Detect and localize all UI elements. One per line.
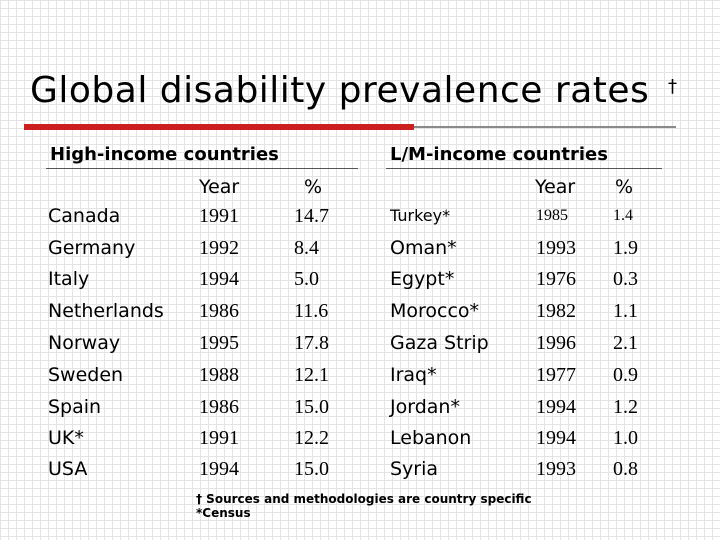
lm-income-country-cell: Jordan* [390,396,460,418]
high-income-year-cell: 1988 [199,364,239,386]
lm-income-country-cell: Morocco* [390,300,480,322]
high-income-pct-cell: 12.2 [294,427,329,449]
high-income-pct-cell: 17.8 [294,332,329,354]
lm-income-year-cell: 1977 [536,364,576,386]
lm-income-country-cell: Iraq* [390,364,437,386]
lm-income-pct-cell: 1.1 [613,300,638,322]
lm-income-percent-column-header: % [615,176,634,198]
lm-income-year-cell: 1993 [536,237,576,259]
lm-income-pct-cell: 1.4 [613,207,633,224]
lm-income-year-cell: 1985 [536,207,568,224]
lm-income-year-cell: 1993 [536,458,576,480]
high-income-pct-cell: 8.4 [294,237,319,259]
high-income-country-cell: Spain [48,396,102,418]
footnote-census: *Census [196,506,251,520]
lm-income-country-cell: Syria [390,458,439,480]
lm-income-year-cell: 1994 [536,427,576,449]
high-income-country-cell: Italy [48,268,90,290]
lm-income-pct-cell: 2.1 [613,332,638,354]
high-income-pct-cell: 11.6 [294,300,329,322]
high-income-country-cell: UK* [48,427,84,449]
high-income-year-cell: 1991 [199,427,239,449]
high-income-header-rule [46,168,358,169]
high-income-year-cell: 1986 [199,396,239,418]
high-income-country-cell: Netherlands [48,300,164,322]
high-income-country-cell: Germany [48,237,136,259]
high-income-year-cell: 1994 [199,458,239,480]
high-income-country-cell: Norway [48,332,121,354]
high-income-year-cell: 1995 [199,332,239,354]
high-income-country-cell: USA [48,458,88,480]
lm-income-year-cell: 1994 [536,396,576,418]
lm-income-year-column-header: Year [535,176,576,198]
lm-income-year-cell: 1996 [536,332,576,354]
lm-income-header-rule [386,168,662,169]
lm-income-pct-cell: 0.3 [613,268,638,290]
lm-income-country-cell: Turkey* [390,206,451,225]
high-income-year-cell: 1994 [199,268,239,290]
high-income-pct-cell: 15.0 [294,458,329,480]
lm-income-year-cell: 1982 [536,300,576,322]
lm-income-header: L/M-income countries [390,144,608,165]
slide-title: Global disability prevalence rates [30,70,650,111]
lm-income-country-cell: Gaza Strip [390,332,489,354]
footnote-sources: † Sources and methodologies are country … [196,492,532,506]
lm-income-pct-cell: 0.8 [613,458,638,480]
high-income-percent-column-header: % [304,176,323,198]
footnotes: † Sources and methodologies are country … [196,492,532,520]
high-income-country-cell: Canada [48,205,121,227]
high-income-pct-cell: 5.0 [294,268,319,290]
high-income-year-cell: 1991 [199,205,239,227]
high-income-pct-cell: 12.1 [294,364,329,386]
lm-income-pct-cell: 1.9 [613,237,638,259]
high-income-year-cell: 1986 [199,300,239,322]
high-income-country-cell: Sweden [48,364,124,386]
high-income-year-cell: 1992 [199,237,239,259]
title-underline-secondary [414,126,676,128]
lm-income-year-cell: 1976 [536,268,576,290]
lm-income-country-cell: Lebanon [390,427,472,449]
title-footnote-marker: † [668,76,677,97]
lm-income-pct-cell: 0.9 [613,364,638,386]
title-underline-accent [24,124,414,130]
lm-income-country-cell: Oman* [390,237,457,259]
high-income-pct-cell: 14.7 [294,205,329,227]
lm-income-pct-cell: 1.2 [613,396,638,418]
high-income-header: High-income countries [50,144,279,165]
lm-income-country-cell: Egypt* [390,268,455,290]
high-income-year-column-header: Year [199,176,240,198]
lm-income-pct-cell: 1.0 [613,427,638,449]
high-income-pct-cell: 15.0 [294,396,329,418]
